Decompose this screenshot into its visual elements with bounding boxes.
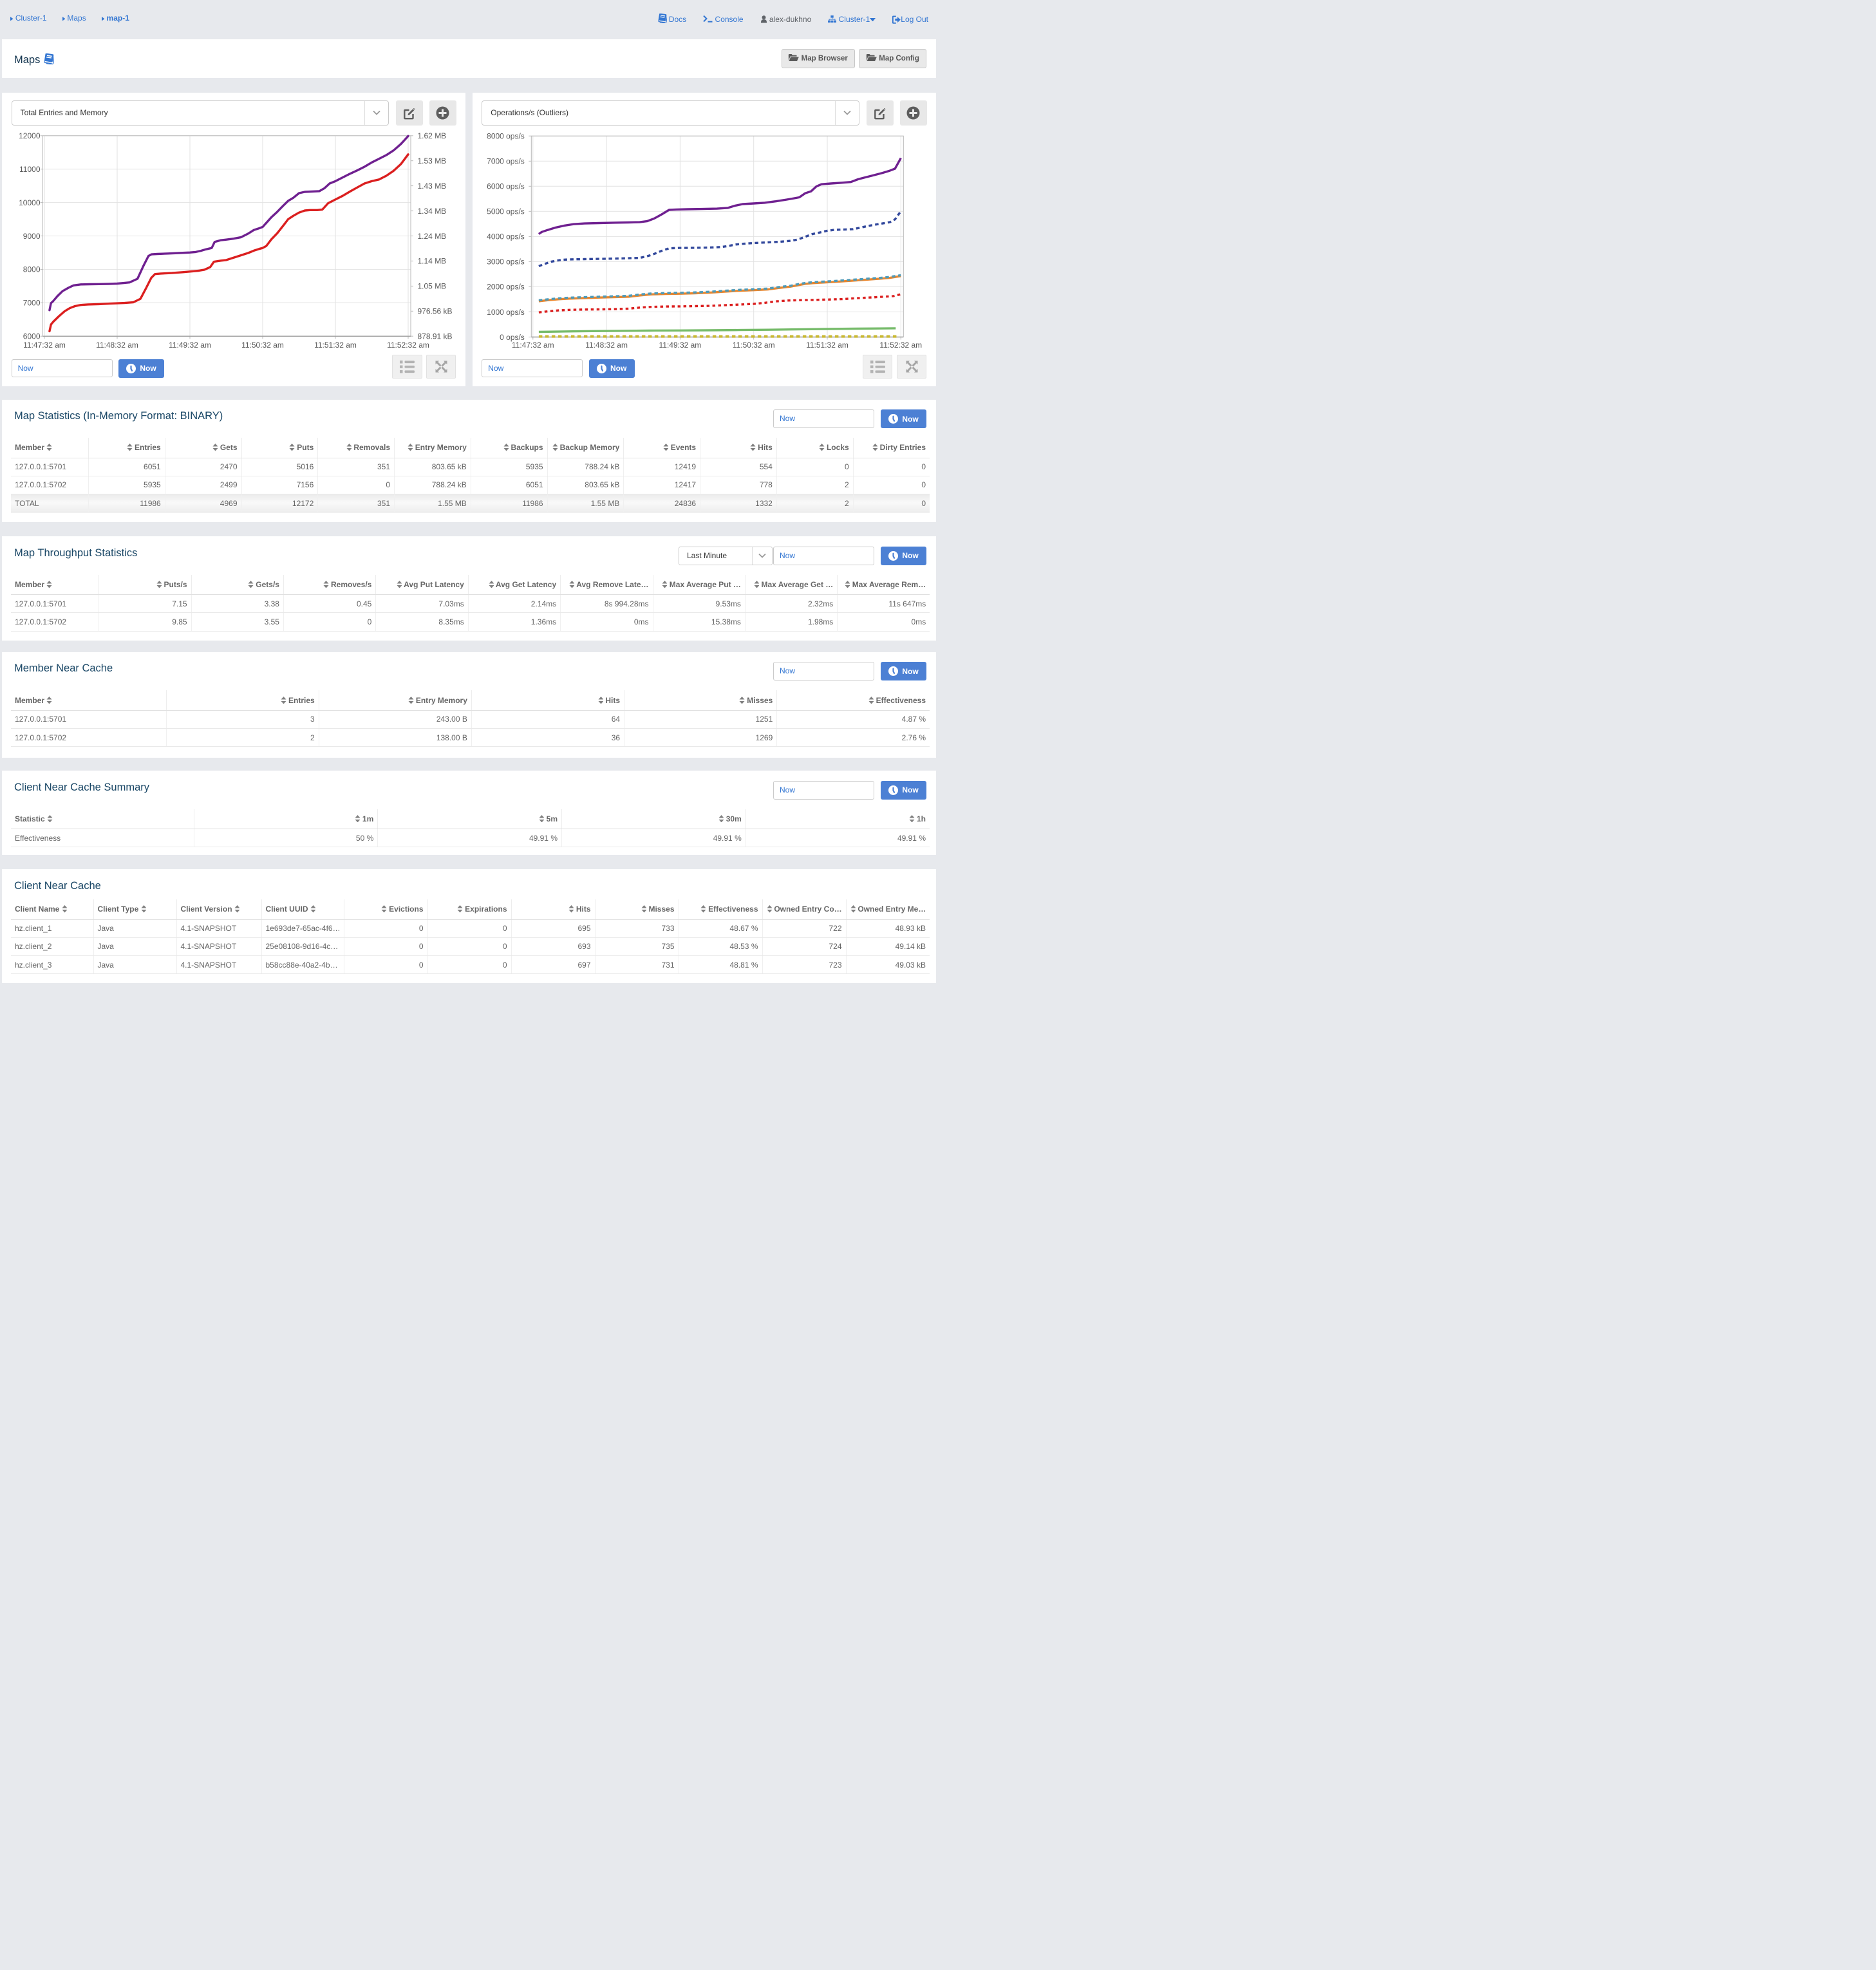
svg-text:976.56 kB: 976.56 kB <box>418 306 453 315</box>
svg-text:1.05 MB: 1.05 MB <box>418 281 447 290</box>
svg-text:0 ops/s: 0 ops/s <box>500 333 525 342</box>
svg-text:10000: 10000 <box>19 198 41 207</box>
svg-text:11:51:32 am: 11:51:32 am <box>806 341 849 350</box>
svg-text:1.14 MB: 1.14 MB <box>418 256 447 265</box>
svg-text:11:51:32 am: 11:51:32 am <box>314 341 357 350</box>
svg-text:878.91 kB: 878.91 kB <box>418 332 453 341</box>
svg-text:11:48:32 am: 11:48:32 am <box>96 341 138 350</box>
svg-text:11:50:32 am: 11:50:32 am <box>241 341 284 350</box>
svg-text:7000 ops/s: 7000 ops/s <box>487 156 525 165</box>
svg-text:6000 ops/s: 6000 ops/s <box>487 182 525 191</box>
svg-text:11:48:32 am: 11:48:32 am <box>585 341 628 350</box>
svg-text:1.43 MB: 1.43 MB <box>418 182 447 191</box>
svg-text:11000: 11000 <box>19 165 41 174</box>
svg-text:2000 ops/s: 2000 ops/s <box>487 282 525 291</box>
svg-text:1.53 MB: 1.53 MB <box>418 156 447 165</box>
svg-text:11:49:32 am: 11:49:32 am <box>169 341 211 350</box>
svg-text:11:47:32 am: 11:47:32 am <box>512 341 554 350</box>
svg-text:9000: 9000 <box>23 232 41 241</box>
svg-text:11:47:32 am: 11:47:32 am <box>23 341 66 350</box>
svg-text:6000: 6000 <box>23 332 41 341</box>
svg-text:11:49:32 am: 11:49:32 am <box>659 341 701 350</box>
svg-text:1.34 MB: 1.34 MB <box>418 207 447 216</box>
svg-text:11:52:32 am: 11:52:32 am <box>387 341 429 350</box>
svg-text:8000: 8000 <box>23 265 41 274</box>
svg-text:12000: 12000 <box>19 131 41 140</box>
svg-text:11:50:32 am: 11:50:32 am <box>733 341 775 350</box>
svg-text:1.62 MB: 1.62 MB <box>418 131 447 140</box>
svg-text:1.24 MB: 1.24 MB <box>418 232 447 241</box>
svg-text:1000 ops/s: 1000 ops/s <box>487 308 525 317</box>
svg-text:11:52:32 am: 11:52:32 am <box>879 341 922 350</box>
svg-text:3000 ops/s: 3000 ops/s <box>487 257 525 266</box>
svg-text:8000 ops/s: 8000 ops/s <box>487 131 525 140</box>
svg-text:5000 ops/s: 5000 ops/s <box>487 207 525 216</box>
svg-text:4000 ops/s: 4000 ops/s <box>487 232 525 241</box>
svg-text:7000: 7000 <box>23 298 41 307</box>
